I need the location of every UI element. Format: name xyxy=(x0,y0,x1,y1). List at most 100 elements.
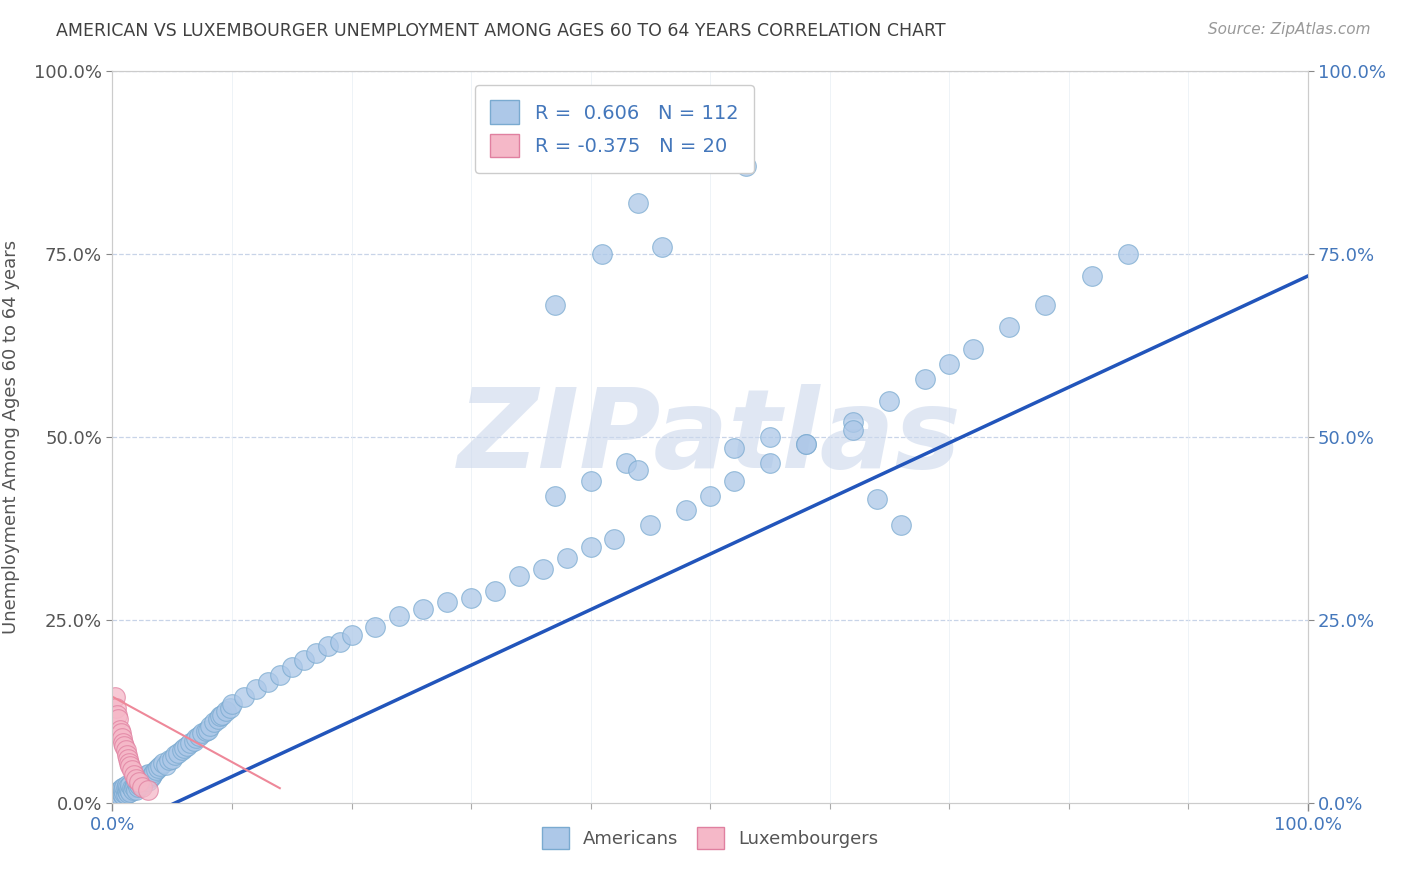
Point xyxy=(316,639,339,653)
Text: AMERICAN VS LUXEMBOURGER UNEMPLOYMENT AMONG AGES 60 TO 64 YEARS CORRELATION CHAR: AMERICAN VS LUXEMBOURGER UNEMPLOYMENT AM… xyxy=(56,22,946,40)
Point xyxy=(131,780,153,794)
Point xyxy=(592,247,614,261)
Point xyxy=(121,782,143,797)
Point xyxy=(531,562,554,576)
Legend: Americans, Luxembourgers: Americans, Luxembourgers xyxy=(534,820,886,856)
Point xyxy=(914,371,936,385)
Point xyxy=(124,778,146,792)
Point xyxy=(128,772,150,787)
Point xyxy=(129,775,152,789)
Point xyxy=(209,709,232,723)
Point xyxy=(879,393,901,408)
Point xyxy=(555,550,578,565)
Point xyxy=(155,757,177,772)
Point xyxy=(139,770,162,784)
Point xyxy=(125,775,148,789)
Point xyxy=(105,700,128,714)
Point xyxy=(1033,298,1056,312)
Point xyxy=(579,540,602,554)
Point xyxy=(105,785,128,799)
Point xyxy=(794,437,817,451)
Point xyxy=(364,620,387,634)
Point xyxy=(186,731,208,746)
Point xyxy=(543,298,565,312)
Point xyxy=(179,736,201,750)
Point xyxy=(157,753,180,767)
Point xyxy=(194,724,217,739)
Point xyxy=(640,517,662,532)
Point xyxy=(207,712,229,726)
Point xyxy=(131,770,153,784)
Point xyxy=(281,660,304,674)
Point xyxy=(202,715,225,730)
Point xyxy=(723,474,745,488)
Point xyxy=(132,773,155,788)
Point xyxy=(627,463,650,477)
Point xyxy=(866,492,889,507)
Point xyxy=(146,761,169,775)
Point xyxy=(508,569,530,583)
Point xyxy=(110,726,132,740)
Point xyxy=(117,752,139,766)
Point xyxy=(211,708,233,723)
Point xyxy=(603,533,626,547)
Point xyxy=(114,743,136,757)
Point xyxy=(112,789,135,803)
Point xyxy=(145,763,167,777)
Point xyxy=(115,748,138,763)
Point xyxy=(108,789,131,803)
Point xyxy=(125,772,148,787)
Point xyxy=(114,787,136,801)
Point xyxy=(105,792,128,806)
Point xyxy=(108,723,131,737)
Point xyxy=(759,430,782,444)
Point xyxy=(1118,247,1140,261)
Point xyxy=(257,675,280,690)
Y-axis label: Unemployment Among Ages 60 to 64 years: Unemployment Among Ages 60 to 64 years xyxy=(3,240,20,634)
Point xyxy=(105,787,128,801)
Text: ZIPatlas: ZIPatlas xyxy=(458,384,962,491)
Point xyxy=(167,746,190,760)
Point xyxy=(436,594,458,608)
Point xyxy=(111,731,134,746)
Point xyxy=(105,789,128,804)
Point xyxy=(128,778,150,792)
Point xyxy=(111,781,134,796)
Point xyxy=(111,787,134,801)
Point xyxy=(152,756,174,770)
Point xyxy=(122,768,145,782)
Point xyxy=(460,591,482,605)
Point xyxy=(127,780,149,794)
Point xyxy=(200,719,222,733)
Point xyxy=(187,729,209,743)
Point xyxy=(104,792,127,806)
Point xyxy=(121,763,143,777)
Point xyxy=(120,778,142,792)
Point xyxy=(107,786,129,800)
Point xyxy=(120,785,142,799)
Point xyxy=(125,782,148,797)
Point xyxy=(107,712,129,726)
Point xyxy=(149,759,172,773)
Point xyxy=(759,456,782,470)
Point xyxy=(128,775,150,789)
Point xyxy=(183,733,205,747)
Point xyxy=(108,782,131,797)
Point xyxy=(340,627,363,641)
Point xyxy=(135,770,157,784)
Point xyxy=(543,489,565,503)
Point xyxy=(305,646,328,660)
Point xyxy=(616,456,638,470)
Point xyxy=(114,781,136,796)
Point xyxy=(794,437,817,451)
Point xyxy=(104,690,127,704)
Point xyxy=(215,705,238,719)
Point xyxy=(388,609,411,624)
Point xyxy=(114,739,135,753)
Point xyxy=(699,489,721,503)
Point xyxy=(173,740,195,755)
Point xyxy=(120,759,142,773)
Point xyxy=(107,791,129,805)
Point xyxy=(136,768,159,782)
Point xyxy=(329,635,352,649)
